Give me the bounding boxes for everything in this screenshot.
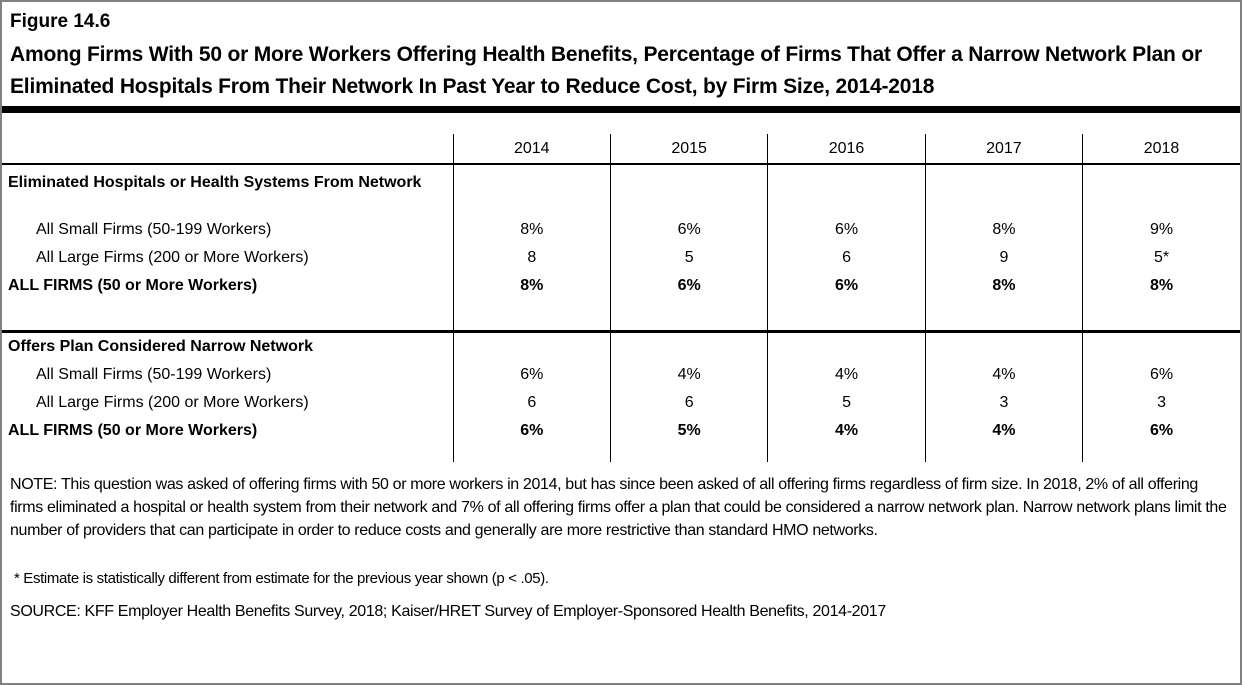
- year-header-2015: 2015: [609, 134, 768, 165]
- row-label: ALL FIRMS (50 or More Workers): [8, 422, 258, 439]
- value-cell: 4%: [767, 361, 926, 389]
- row-label: ALL FIRMS (50 or More Workers): [8, 277, 258, 294]
- section-header-label: Eliminated Hospitals or Health Systems F…: [8, 174, 422, 191]
- row-label: All Small Firms (50-199 Workers): [36, 366, 272, 383]
- corner-cell: [2, 134, 454, 165]
- year-header-2018: 2018: [1082, 134, 1240, 165]
- section-divider-row: [2, 300, 1240, 333]
- table-row-all-firms-narrow: ALL FIRMS (50 or More Workers) 6% 5% 4% …: [2, 417, 1240, 445]
- footnote-text: * Estimate is statistically different fr…: [14, 570, 549, 587]
- table-row-small-firms-eliminated: All Small Firms (50-199 Workers) 8% 6% 6…: [2, 216, 1240, 244]
- note-text: NOTE: This question was asked of offerin…: [10, 476, 1227, 539]
- table-header-row: 2014 2015 2016 2017 2018: [2, 134, 1240, 165]
- section-header-narrow-network: Offers Plan Considered Narrow Network: [2, 331, 1240, 361]
- value-cell: 8%: [1082, 272, 1240, 300]
- value-cell: 3: [924, 389, 1083, 417]
- data-table: 2014 2015 2016 2017 2018 Eliminated Hosp…: [2, 134, 1240, 462]
- value-cell: 3: [1082, 389, 1240, 417]
- value-cell: 4%: [609, 361, 768, 389]
- value-cell: 6%: [452, 417, 611, 445]
- source-text: SOURCE: KFF Employer Health Benefits Sur…: [10, 603, 886, 620]
- value-cell: 6: [767, 244, 926, 272]
- value-cell: 5%: [609, 417, 768, 445]
- table-row-large-firms-eliminated: All Large Firms (200 or More Workers) 8 …: [2, 244, 1240, 272]
- figure-title: Among Firms With 50 or More Workers Offe…: [10, 43, 1202, 98]
- value-cell: 8%: [452, 216, 611, 244]
- value-cell: 6%: [767, 216, 926, 244]
- section-header-eliminated-hospitals: Eliminated Hospitals or Health Systems F…: [2, 164, 1240, 216]
- year-header-2017: 2017: [924, 134, 1083, 165]
- value-cell: 4%: [924, 361, 1083, 389]
- value-cell: 9%: [1082, 216, 1240, 244]
- value-cell: 6%: [767, 272, 926, 300]
- value-cell: 4%: [924, 417, 1083, 445]
- value-cell: 6: [452, 389, 611, 417]
- value-cell: 6%: [1082, 361, 1240, 389]
- table-row-small-firms-narrow: All Small Firms (50-199 Workers) 6% 4% 4…: [2, 361, 1240, 389]
- year-header-2016: 2016: [767, 134, 926, 165]
- value-cell: 6%: [1082, 417, 1240, 445]
- value-cell: 6%: [452, 361, 611, 389]
- title-divider-rule: [2, 106, 1240, 113]
- value-cell: 9: [924, 244, 1083, 272]
- figure-number: Figure 14.6: [10, 11, 111, 32]
- title-block: Figure 14.6 Among Firms With 50 or More …: [2, 2, 1240, 103]
- value-cell: 8%: [924, 272, 1083, 300]
- value-cell: 6: [609, 389, 768, 417]
- value-cell: 8%: [452, 272, 611, 300]
- table-bottom-spacer-row: [2, 445, 1240, 462]
- row-label: All Small Firms (50-199 Workers): [36, 221, 272, 238]
- value-cell: 5*: [1082, 244, 1240, 272]
- value-cell: 5: [767, 389, 926, 417]
- table-row-large-firms-narrow: All Large Firms (200 or More Workers) 6 …: [2, 389, 1240, 417]
- value-cell: 4%: [767, 417, 926, 445]
- section-header-label: Offers Plan Considered Narrow Network: [8, 337, 313, 355]
- value-cell: 5: [609, 244, 768, 272]
- value-cell: 8: [452, 244, 611, 272]
- table-row-all-firms-eliminated: ALL FIRMS (50 or More Workers) 8% 6% 6% …: [2, 272, 1240, 300]
- year-header-2014: 2014: [452, 134, 611, 165]
- row-label: All Large Firms (200 or More Workers): [36, 394, 309, 411]
- value-cell: 6%: [609, 216, 768, 244]
- value-cell: 8%: [924, 216, 1083, 244]
- row-label: All Large Firms (200 or More Workers): [36, 249, 309, 266]
- value-cell: 6%: [609, 272, 768, 300]
